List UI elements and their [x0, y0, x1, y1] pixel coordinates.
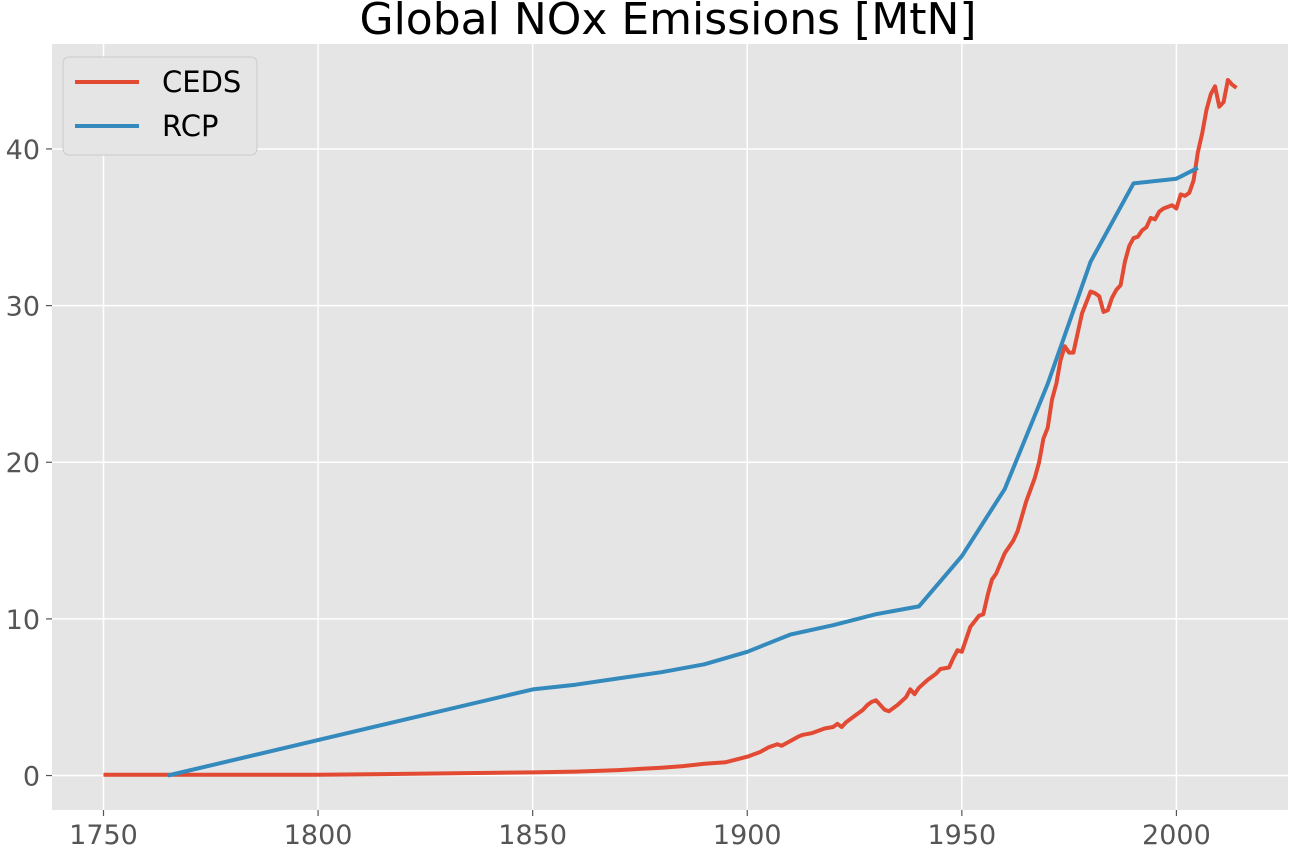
plot-background	[52, 44, 1288, 810]
y-tick-label: 40	[6, 135, 40, 166]
x-tick-labels: 1750 1800 1850 1900 1950 2000	[69, 820, 1211, 851]
y-tick-label: 0	[23, 762, 40, 793]
legend-label-rcp: RCP	[162, 109, 218, 143]
x-tick-label: 1800	[284, 820, 353, 851]
y-tick-label: 20	[6, 448, 40, 479]
y-tick-label: 10	[6, 605, 40, 636]
x-tick-label: 2000	[1142, 820, 1211, 851]
x-tick-label: 1850	[498, 820, 567, 851]
x-tick-label: 1750	[69, 820, 138, 851]
series-line-rcp	[167, 166, 1199, 778]
x-tick-label: 1900	[713, 820, 782, 851]
series-line-ceds	[103, 78, 1238, 777]
x-tick-label: 1950	[927, 820, 996, 851]
grid	[46, 44, 1288, 816]
y-tick-labels: 0 10 20 30 40	[6, 135, 40, 793]
legend-label-ceds: CEDS	[162, 65, 241, 99]
y-tick-label: 30	[6, 292, 40, 323]
chart-title: Global NOx Emissions [MtN]	[359, 0, 976, 45]
series-group	[103, 78, 1238, 778]
legend: CEDS RCP	[62, 56, 258, 156]
